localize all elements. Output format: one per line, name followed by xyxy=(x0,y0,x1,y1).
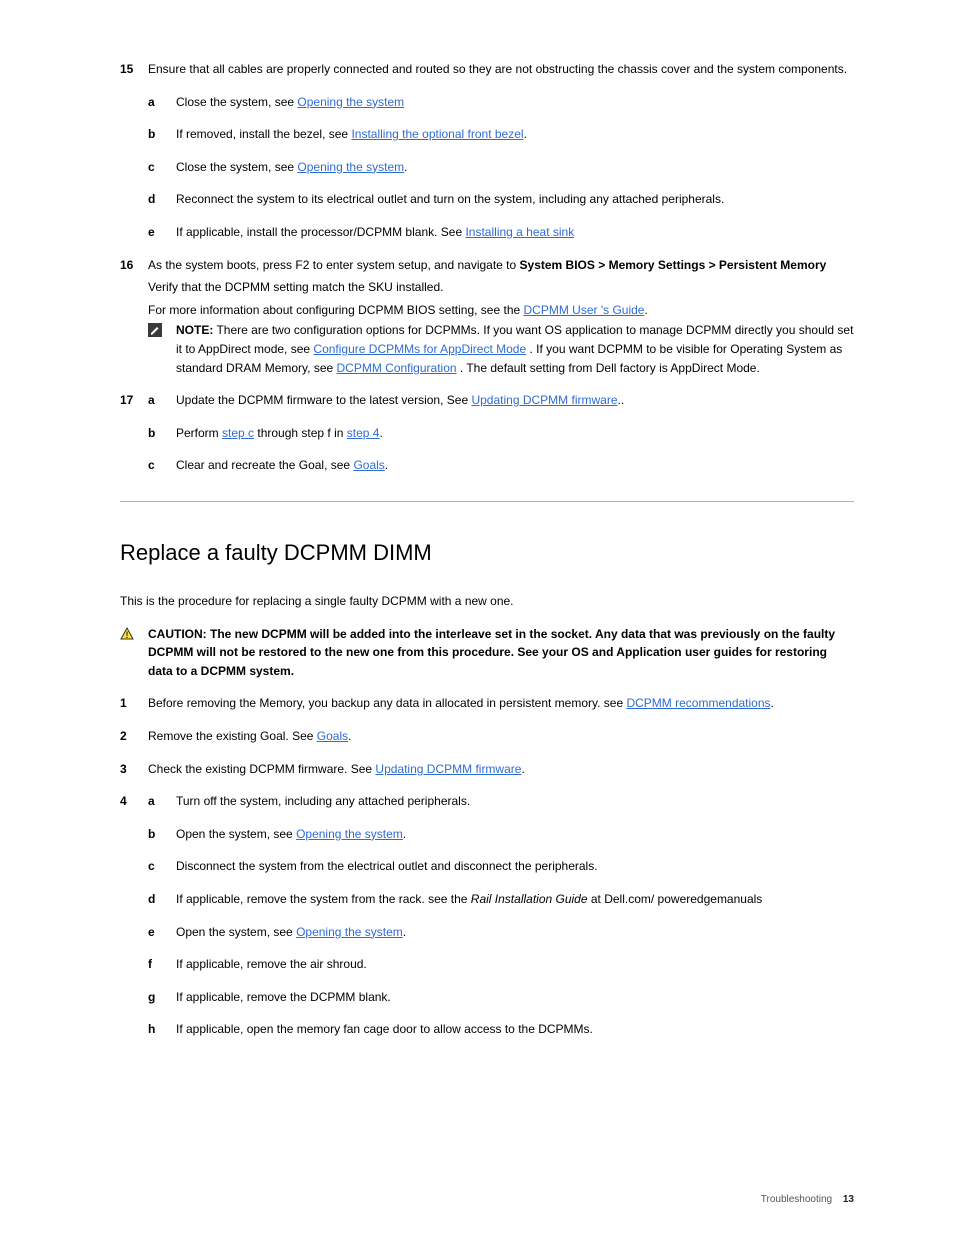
caution-icon: ! xyxy=(120,625,134,644)
step-16-lead: As the system boots, press F2 to enter s… xyxy=(148,258,520,272)
link-opening-the-system[interactable]: Opening the system xyxy=(297,95,404,109)
s2-step-4d-text: If applicable, remove the system from th… xyxy=(176,892,471,906)
s2-step-1: Before removing the Memory, you backup a… xyxy=(120,694,854,713)
note-icon xyxy=(148,321,162,340)
step-17b-pre: Perform xyxy=(176,426,222,440)
step-15c-text: Close the system, see xyxy=(176,160,297,174)
step-17c: Clear and recreate the Goal, see Goals. xyxy=(148,456,854,475)
s2-step-4e-text: Open the system, see xyxy=(176,925,296,939)
s2-step-4a: Turn off the system, including any attac… xyxy=(148,792,854,811)
s2-step-4f: If applicable, remove the air shroud. xyxy=(148,955,854,974)
s2-step-4b-text: Open the system, see xyxy=(176,827,296,841)
caution-text: The new DCPMM will be added into the int… xyxy=(148,627,835,678)
s2-step-4c: Disconnect the system from the electrica… xyxy=(148,857,854,876)
s2-step-4h: If applicable, open the memory fan cage … xyxy=(148,1020,854,1039)
link-opening-the-system-2[interactable]: Opening the system xyxy=(297,160,404,174)
step-15a-text: Close the system, see xyxy=(176,95,297,109)
section-divider xyxy=(120,501,854,502)
s2-step-4a-text: Turn off the system, including any attac… xyxy=(176,794,470,808)
s2-step-2: Remove the existing Goal. See Goals. xyxy=(120,727,854,746)
page-footer: Troubleshooting 13 xyxy=(761,1194,854,1205)
s2-step-4c-text: Disconnect the system from the electrica… xyxy=(176,859,598,873)
section-title: Replace a faulty DCPMM DIMM xyxy=(120,536,854,570)
step-15c: Close the system, see Opening the system… xyxy=(148,158,854,177)
step-17a-text: Update the DCPMM firmware to the latest … xyxy=(176,393,471,407)
section-intro: This is the procedure for replacing a si… xyxy=(120,592,854,611)
step-16-menu: System BIOS > Memory Settings > Persiste… xyxy=(520,258,827,272)
step-15d-text: Reconnect the system to its electrical o… xyxy=(176,192,724,206)
svg-text:!: ! xyxy=(126,630,129,640)
caution-block: ! CAUTION: The new DCPMM will be added i… xyxy=(120,625,854,681)
step-17b: Perform step c through step f in step 4. xyxy=(148,424,854,443)
s2-step-4e: Open the system, see Opening the system. xyxy=(148,923,854,942)
s2-step-4d: If applicable, remove the system from th… xyxy=(148,890,854,909)
s2-step-4g-text: If applicable, remove the DCPMM blank. xyxy=(176,990,391,1004)
link-installing-heat-sink[interactable]: Installing a heat sink xyxy=(465,225,574,239)
link-installing-front-bezel[interactable]: Installing the optional front bezel xyxy=(351,127,523,141)
step-15e: If applicable, install the processor/DCP… xyxy=(148,223,854,242)
step-15b: If removed, install the bezel, see Insta… xyxy=(148,125,854,144)
s2-step-4: Turn off the system, including any attac… xyxy=(120,792,854,1039)
s2-step-1-text: Before removing the Memory, you backup a… xyxy=(148,696,626,710)
link-step-4[interactable]: step 4 xyxy=(347,426,380,440)
s2-step-4d-em: Rail Installation Guide xyxy=(471,892,588,906)
s2-step-4b: Open the system, see Opening the system. xyxy=(148,825,854,844)
step-15d: Reconnect the system to its electrical o… xyxy=(148,190,854,209)
step-16-text2: Verify that the DCPMM setting match the … xyxy=(148,280,443,294)
step-17c-text: Clear and recreate the Goal, see xyxy=(176,458,353,472)
link-dcpmm-configuration[interactable]: DCPMM Configuration xyxy=(337,361,457,375)
footer-page: 13 xyxy=(843,1194,854,1205)
link-goals[interactable]: Goals xyxy=(353,458,384,472)
link-opening-the-system-4[interactable]: Opening the system xyxy=(296,925,403,939)
footer-label: Troubleshooting xyxy=(761,1194,832,1205)
link-updating-dcpmm-firmware[interactable]: Updating DCPMM firmware xyxy=(471,393,617,407)
s2-step-4d-after: at Dell.com/ poweredgemanuals xyxy=(591,892,762,906)
step-17: Update the DCPMM firmware to the latest … xyxy=(120,391,854,475)
link-dcpmm-user-guide[interactable]: DCPMM User 's Guide xyxy=(524,303,645,317)
link-step-c[interactable]: step c xyxy=(222,426,254,440)
note-text-c: . The default setting from Dell factory … xyxy=(460,361,760,375)
step-17b-mid: through step f in xyxy=(254,426,347,440)
link-updating-dcpmm-firmware-2[interactable]: Updating DCPMM firmware xyxy=(375,762,521,776)
s2-step-4h-text: If applicable, open the memory fan cage … xyxy=(176,1022,593,1036)
step-15a: Close the system, see Opening the system xyxy=(148,93,854,112)
step-15: Ensure that all cables are properly conn… xyxy=(120,60,854,242)
step-15-text: Ensure that all cables are properly conn… xyxy=(148,62,847,76)
step-16: As the system boots, press F2 to enter s… xyxy=(120,256,854,378)
step-17a: Update the DCPMM firmware to the latest … xyxy=(148,391,854,410)
s2-step-4f-text: If applicable, remove the air shroud. xyxy=(176,957,367,971)
note-label: NOTE: xyxy=(176,323,213,337)
link-dcpmm-recommendations[interactable]: DCPMM recommendations xyxy=(626,696,770,710)
step-16-text3a: For more information about configuring D… xyxy=(148,303,524,317)
s2-step-3: Check the existing DCPMM firmware. See U… xyxy=(120,760,854,779)
link-appdirect-mode[interactable]: Configure DCPMMs for AppDirect Mode xyxy=(313,342,526,356)
caution-label: CAUTION: xyxy=(148,627,207,641)
link-opening-the-system-3[interactable]: Opening the system xyxy=(296,827,403,841)
s2-step-2-text: Remove the existing Goal. See xyxy=(148,729,317,743)
s2-step-4g: If applicable, remove the DCPMM blank. xyxy=(148,988,854,1007)
note-block: NOTE: There are two configuration option… xyxy=(148,321,854,377)
s2-step-3-text: Check the existing DCPMM firmware. See xyxy=(148,762,375,776)
step-15e-text: If applicable, install the processor/DCP… xyxy=(176,225,465,239)
link-goals-2[interactable]: Goals xyxy=(317,729,348,743)
step-15b-text: If removed, install the bezel, see xyxy=(176,127,351,141)
